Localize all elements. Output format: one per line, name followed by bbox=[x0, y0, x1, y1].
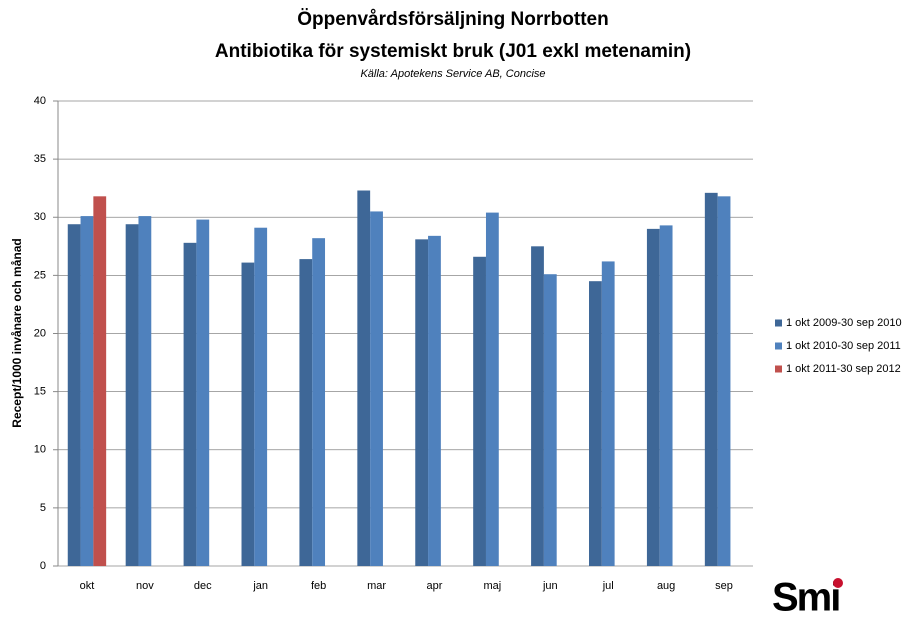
bar bbox=[183, 242, 197, 566]
chart-title: Öppenvårdsförsäljning Norrbotten bbox=[297, 9, 608, 30]
bar bbox=[473, 256, 486, 566]
x-tick-label: feb bbox=[311, 580, 326, 592]
logo-dot bbox=[833, 578, 843, 588]
bar bbox=[254, 227, 268, 566]
y-tick-label: 25 bbox=[34, 269, 46, 281]
bar bbox=[357, 190, 371, 566]
bar bbox=[241, 262, 255, 566]
bar bbox=[659, 225, 673, 566]
legend-label: 1 okt 2010-30 sep 2011 bbox=[786, 340, 901, 352]
x-tick-label: jul bbox=[602, 580, 614, 592]
bar bbox=[67, 224, 81, 566]
x-tick-label: nov bbox=[136, 580, 154, 592]
bar bbox=[646, 228, 660, 566]
bar bbox=[717, 196, 731, 566]
bar bbox=[704, 192, 718, 566]
x-tick-label: aug bbox=[657, 580, 675, 592]
y-tick-label: 30 bbox=[34, 211, 46, 223]
x-tick-label: mar bbox=[367, 580, 386, 592]
y-tick-label: 35 bbox=[34, 153, 46, 165]
chart-title: Antibiotika för systemiskt bruk (J01 exk… bbox=[215, 41, 691, 62]
bar bbox=[485, 212, 499, 566]
logo: Smi bbox=[772, 576, 839, 620]
bar bbox=[93, 196, 107, 566]
y-tick-label: 10 bbox=[34, 444, 46, 456]
y-axis-label: Recept/1000 invånare och månad bbox=[10, 238, 24, 427]
legend-label: 1 okt 2009-30 sep 2010 bbox=[786, 317, 902, 329]
x-tick-label: maj bbox=[484, 580, 502, 592]
bar bbox=[589, 281, 602, 566]
x-tick-label: sep bbox=[715, 580, 733, 592]
bar bbox=[312, 238, 326, 567]
y-tick-label: 5 bbox=[40, 502, 46, 514]
bar bbox=[196, 219, 210, 566]
y-tick-label: 15 bbox=[34, 386, 46, 398]
chart-subtitle: Källa: Apotekens Service AB, Concise bbox=[360, 68, 545, 80]
legend-swatch bbox=[775, 342, 782, 350]
bar bbox=[415, 239, 429, 566]
bar bbox=[80, 216, 94, 566]
y-tick-label: 20 bbox=[34, 327, 46, 339]
bar bbox=[299, 259, 313, 566]
legend-swatch bbox=[775, 319, 782, 327]
x-tick-label: apr bbox=[427, 580, 443, 592]
x-tick-label: okt bbox=[80, 580, 95, 592]
bar bbox=[601, 261, 615, 566]
legend-label: 1 okt 2011-30 sep 2012 bbox=[786, 363, 901, 375]
bar bbox=[428, 235, 441, 566]
x-tick-label: dec bbox=[194, 580, 212, 592]
bar bbox=[138, 216, 152, 566]
bar bbox=[370, 211, 383, 566]
legend-swatch bbox=[775, 365, 782, 373]
bar bbox=[543, 274, 557, 566]
y-tick-label: 0 bbox=[40, 560, 46, 572]
bar bbox=[531, 246, 544, 566]
x-tick-label: jan bbox=[252, 580, 268, 592]
bar bbox=[125, 224, 139, 566]
y-tick-label: 40 bbox=[34, 95, 46, 107]
x-tick-label: jun bbox=[542, 580, 558, 592]
